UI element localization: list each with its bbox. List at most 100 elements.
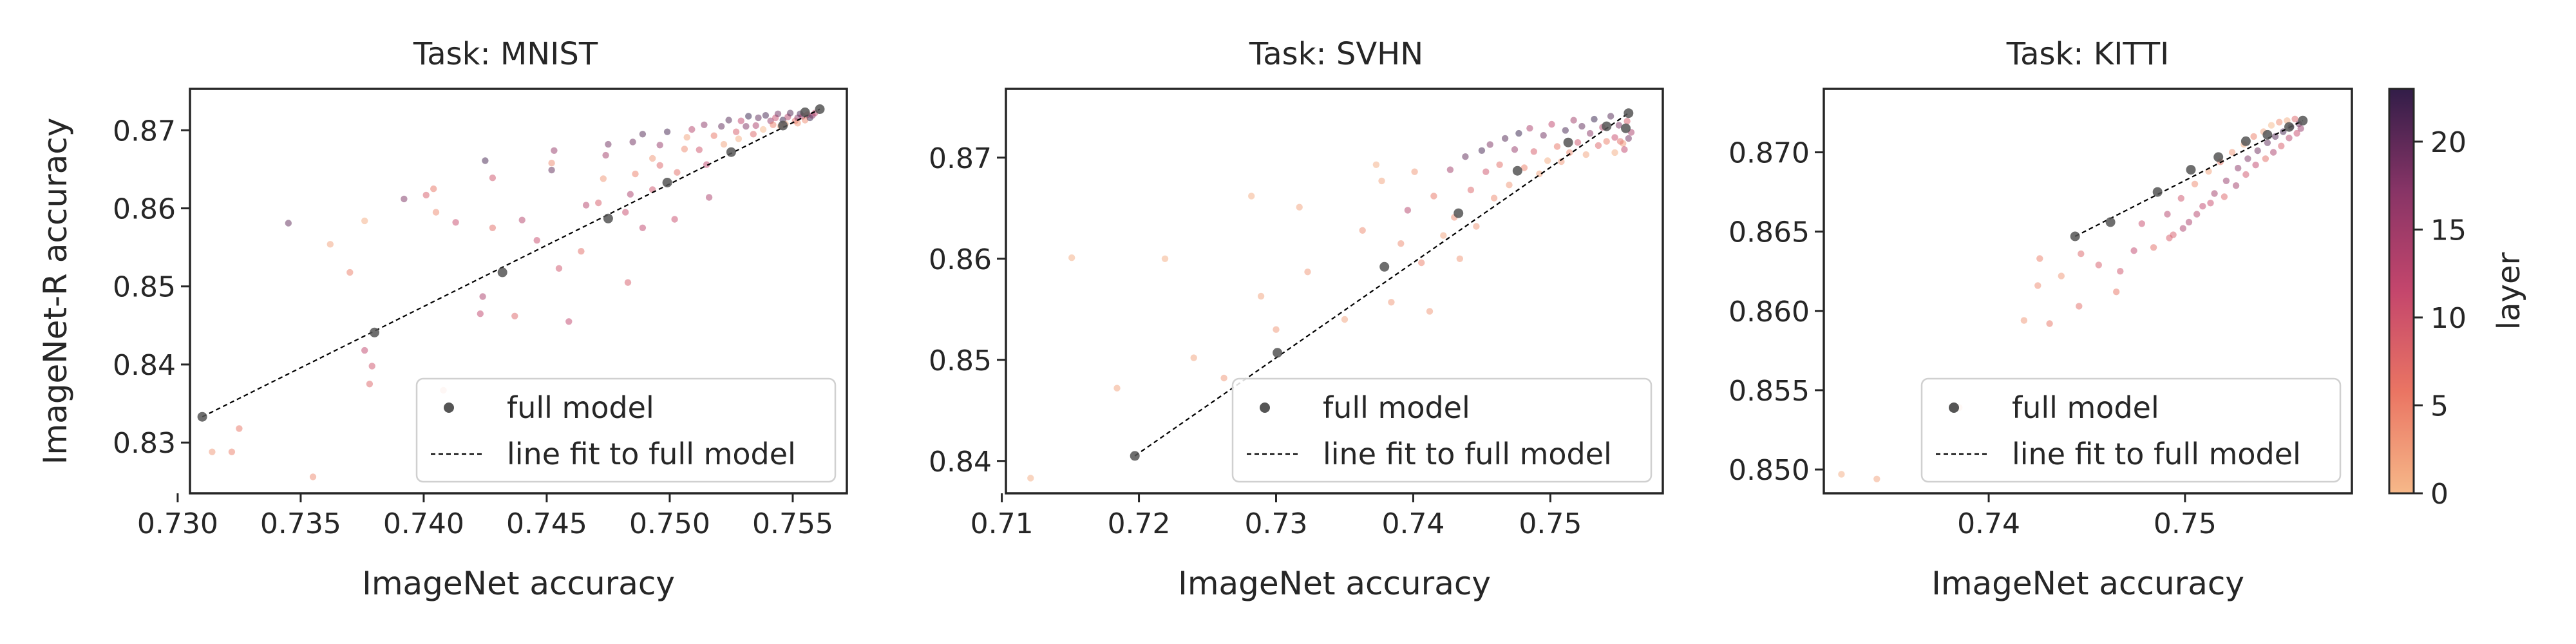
layer-point (1615, 122, 1623, 129)
layer-point (1418, 259, 1425, 267)
x-tick-label: 0.740 (383, 507, 464, 540)
points-layer (1838, 115, 2308, 482)
layer-point (1296, 204, 1303, 211)
layer-point (671, 216, 678, 223)
layer-point (600, 175, 607, 182)
layer-point (1603, 138, 1610, 145)
layer-point (2211, 190, 2218, 197)
layer-point (720, 140, 728, 148)
panel-title: Task: MNIST (413, 36, 598, 72)
layer-point (2268, 122, 2275, 129)
layer-point (639, 224, 647, 231)
fit-line (2074, 120, 2304, 238)
layer-point (2078, 250, 2085, 258)
layer-point (1558, 158, 1565, 166)
x-axis-label: ImageNet accuracy (1931, 565, 2244, 602)
full-model-point (2152, 187, 2163, 197)
layer-point (1273, 326, 1280, 333)
full-model-point (2213, 152, 2224, 162)
layer-point (696, 146, 703, 153)
layer-point (2244, 155, 2251, 162)
y-tick-label: 0.870 (1728, 137, 1810, 170)
layer-point (2113, 289, 2120, 296)
colorbar-ticks: 0 5 10 15 20 (2414, 126, 2467, 511)
layer-point (2095, 261, 2102, 269)
layer-point (1578, 122, 1586, 130)
legend-label-fit-line: line fit to full model (1323, 437, 1612, 471)
panel-title: Task: KITTI (2006, 36, 2170, 72)
colorbar-tick-label: 10 (2430, 302, 2467, 335)
points-layer (197, 104, 825, 480)
layer-point (1574, 139, 1582, 146)
layer-point (2185, 218, 2193, 226)
x-tick-label: 0.75 (2154, 507, 2217, 540)
y-tick-label: 0.84 (929, 446, 992, 478)
layer-point (555, 265, 563, 272)
layer-point (1304, 269, 1311, 276)
layer-point (1257, 292, 1265, 300)
y-ticks: 0.84 0.85 0.86 0.87 (929, 142, 1006, 478)
layer-point (1586, 129, 1594, 137)
layer-point (228, 448, 236, 455)
layer-point (624, 279, 632, 286)
colorbar-tick-label: 15 (2430, 214, 2467, 247)
layer-point (595, 199, 602, 207)
layer-point (755, 114, 762, 122)
layer-point (1621, 146, 1628, 153)
layer-point (2177, 194, 2184, 202)
layer-point (1515, 129, 1522, 137)
layer-point (2193, 211, 2201, 218)
layer-point (2221, 193, 2228, 200)
y-tick-label: 0.83 (113, 427, 176, 460)
layer-point (2293, 129, 2300, 137)
y-tick-label: 0.85 (929, 345, 992, 377)
legend-label-full-model: full model (1323, 390, 1470, 425)
y-tick-label: 0.865 (1728, 216, 1810, 249)
full-model-point (197, 412, 207, 422)
layer-point (2262, 155, 2269, 162)
layer-point (2076, 303, 2083, 310)
layer-point (732, 128, 740, 135)
panel-title: Task: SVHN (1249, 36, 1423, 72)
layer-point (1611, 149, 1618, 156)
layer-point (401, 195, 408, 203)
layer-point (582, 202, 590, 209)
layer-point (2036, 255, 2043, 262)
legend-label-full-model: full model (507, 390, 654, 425)
x-tick-label: 0.735 (260, 507, 341, 540)
layer-point (2166, 234, 2173, 242)
y-tick-label: 0.850 (1728, 454, 1810, 487)
layer-point (1548, 120, 1555, 128)
layer-point (1486, 141, 1493, 148)
layer-point (2222, 177, 2230, 184)
layer-point (1490, 194, 1498, 202)
layer-point (1595, 142, 1602, 149)
legend-marker-full-model (1260, 402, 1270, 413)
legend-label-full-model: full model (2012, 390, 2159, 425)
layer-point (2199, 203, 2206, 210)
layer-point (2179, 225, 2186, 232)
layer-point (1591, 115, 1598, 123)
layer-point (1511, 146, 1519, 153)
legend: full model line fit to full model (1231, 377, 1653, 483)
layer-point (1462, 153, 1469, 160)
full-model-point (1454, 208, 1464, 218)
colorbar-label: layer (2491, 252, 2527, 330)
layer-point (1625, 135, 1632, 142)
layer-point (479, 293, 486, 300)
plot-frame (1005, 88, 1664, 495)
colorbar: 0 5 10 15 20 layer (2388, 88, 2527, 511)
layer-point (774, 110, 782, 117)
full-model-point (603, 213, 613, 223)
legend-label-fit-line: line fit to full model (507, 437, 796, 471)
legend-marker-full-model (444, 402, 454, 413)
y-tick-label: 0.87 (113, 115, 176, 147)
x-tick-label: 0.73 (1245, 507, 1308, 540)
layer-point (2278, 142, 2285, 149)
layer-point (629, 138, 636, 146)
full-model-point (1563, 137, 1573, 147)
layer-point (1562, 127, 1569, 134)
layer-point (2138, 220, 2145, 227)
layer-point (1616, 138, 1624, 145)
y-tick-label: 0.84 (113, 349, 176, 382)
